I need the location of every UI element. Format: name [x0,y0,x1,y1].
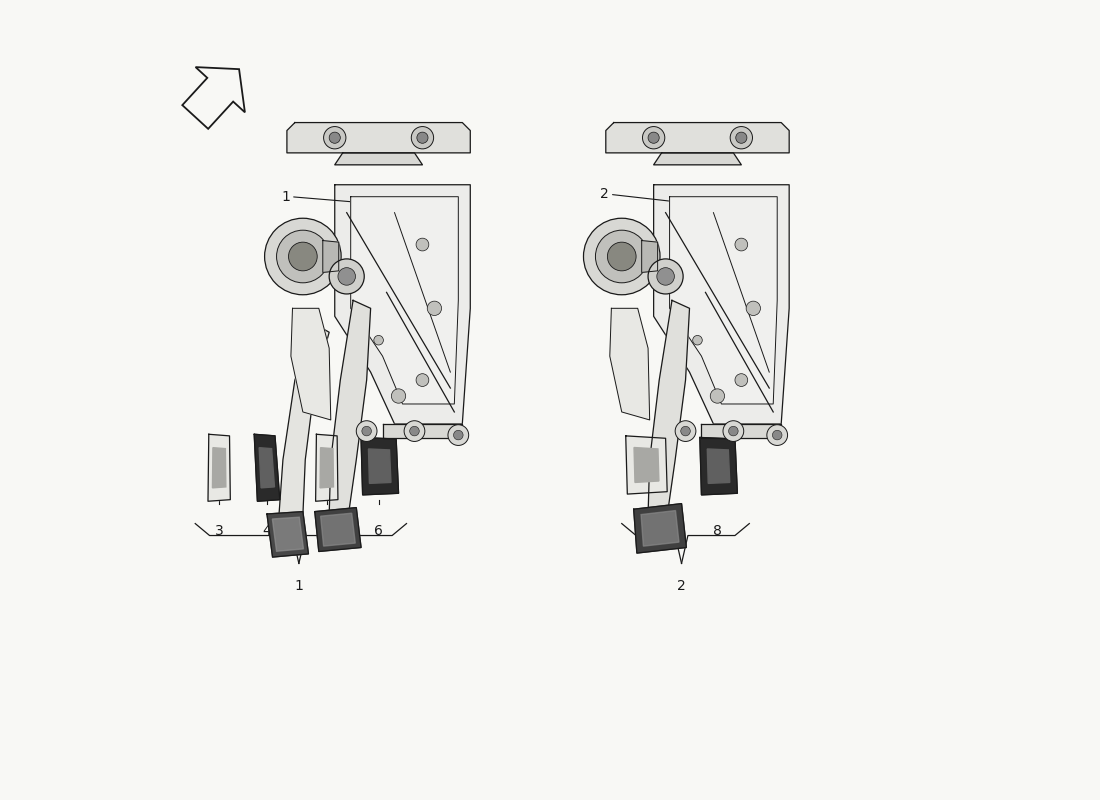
Circle shape [448,425,469,446]
Circle shape [730,126,752,149]
Circle shape [411,126,433,149]
Circle shape [404,421,425,442]
Circle shape [657,268,674,285]
Polygon shape [320,448,333,488]
Polygon shape [648,300,690,530]
Circle shape [735,238,748,251]
Polygon shape [320,514,355,546]
Circle shape [392,389,406,403]
Polygon shape [653,185,789,424]
Text: 4: 4 [263,523,272,538]
Polygon shape [334,185,471,424]
Circle shape [409,426,419,436]
Circle shape [416,238,429,251]
Text: 2: 2 [678,579,686,594]
Polygon shape [609,308,650,420]
Polygon shape [641,510,679,546]
Circle shape [265,218,341,294]
Polygon shape [702,424,781,438]
Circle shape [416,374,429,386]
Polygon shape [267,512,308,557]
Polygon shape [638,246,650,268]
Circle shape [681,426,691,436]
Circle shape [736,132,747,143]
Polygon shape [626,436,668,494]
Polygon shape [254,434,279,502]
Circle shape [362,426,372,436]
Polygon shape [208,434,230,502]
Polygon shape [315,508,361,551]
Polygon shape [653,153,741,165]
Polygon shape [634,447,659,482]
Text: 8: 8 [713,523,722,538]
Polygon shape [329,300,371,530]
Circle shape [728,426,738,436]
Circle shape [746,301,760,315]
Polygon shape [290,308,331,420]
Text: 7: 7 [641,523,650,538]
Polygon shape [316,434,338,502]
Circle shape [427,301,441,315]
Text: 1: 1 [295,579,304,594]
Text: 1: 1 [282,190,290,204]
Circle shape [323,126,345,149]
Circle shape [329,132,340,143]
Polygon shape [361,438,398,495]
Circle shape [711,389,725,403]
Polygon shape [670,197,778,404]
Polygon shape [606,122,789,153]
Circle shape [288,242,317,271]
Polygon shape [368,449,390,483]
Polygon shape [212,448,226,488]
Circle shape [338,268,355,285]
Polygon shape [279,324,329,531]
Polygon shape [319,246,331,268]
Text: 6: 6 [374,523,383,538]
Text: 5: 5 [322,523,331,538]
Polygon shape [700,438,737,495]
Polygon shape [634,504,686,553]
Circle shape [374,335,384,345]
Circle shape [417,132,428,143]
Text: 2: 2 [601,187,609,202]
Circle shape [767,425,788,446]
Circle shape [723,421,744,442]
Polygon shape [273,517,304,551]
Polygon shape [334,153,422,165]
Circle shape [693,335,702,345]
Circle shape [595,230,648,283]
Circle shape [329,259,364,294]
Polygon shape [707,449,729,483]
Polygon shape [383,424,462,438]
Circle shape [648,132,659,143]
Circle shape [276,230,329,283]
Circle shape [735,374,748,386]
Circle shape [675,421,696,442]
Circle shape [607,242,636,271]
Text: 3: 3 [214,523,223,538]
Circle shape [583,218,660,294]
Polygon shape [322,241,339,273]
Circle shape [642,126,664,149]
Circle shape [356,421,377,442]
Polygon shape [260,448,275,488]
Circle shape [648,259,683,294]
Polygon shape [351,197,459,404]
Circle shape [453,430,463,440]
Circle shape [772,430,782,440]
Polygon shape [641,241,658,273]
Polygon shape [287,122,471,153]
